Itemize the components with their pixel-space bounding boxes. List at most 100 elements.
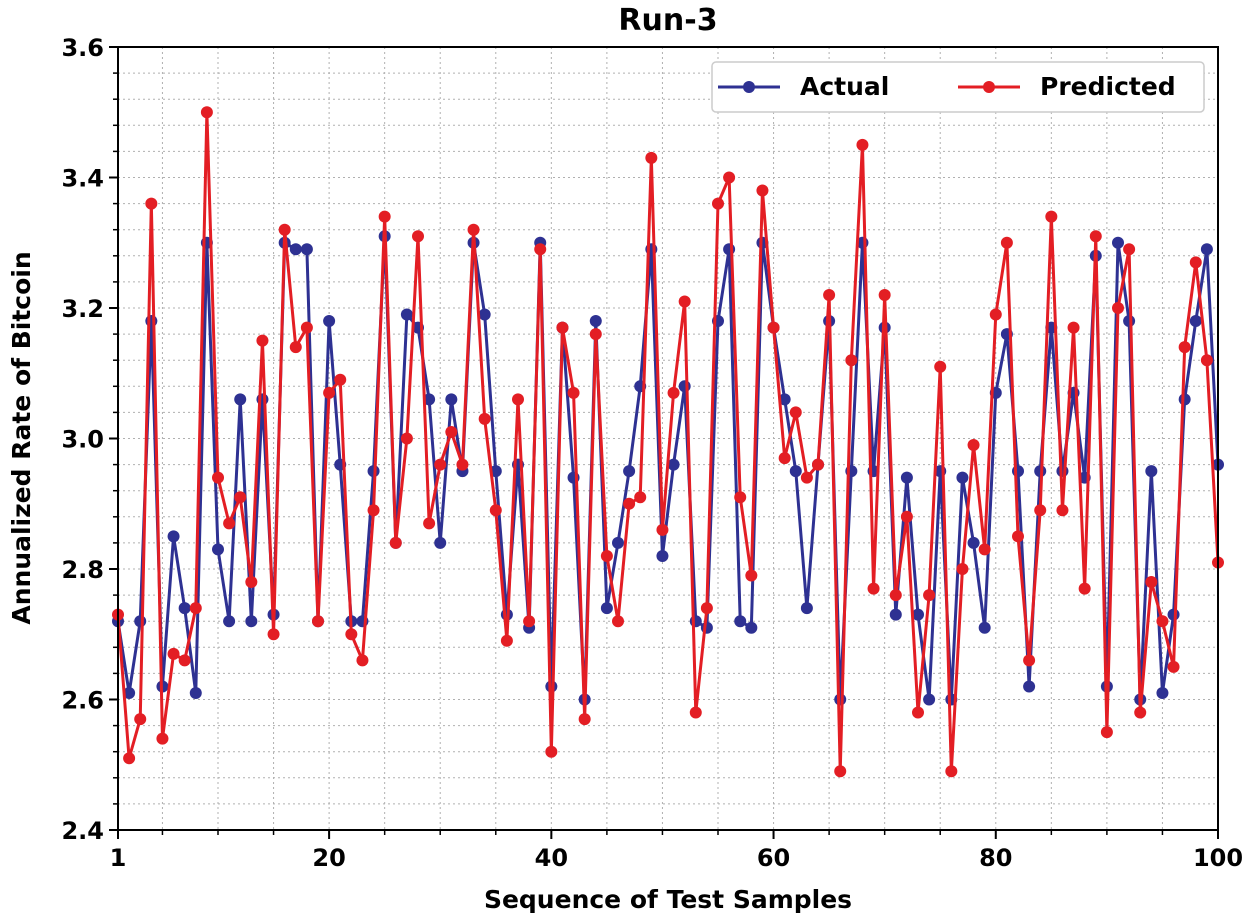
data-point-predicted	[167, 647, 180, 660]
data-point-predicted	[900, 510, 913, 523]
data-point-predicted	[556, 321, 569, 334]
data-point-actual	[1200, 243, 1213, 256]
data-point-predicted	[1023, 654, 1036, 667]
data-point-actual	[289, 243, 302, 256]
data-point-actual	[234, 393, 247, 406]
data-point-predicted	[812, 458, 824, 471]
data-point-predicted	[278, 223, 291, 236]
data-point-actual	[134, 615, 147, 628]
data-point-actual	[178, 602, 191, 615]
legend-actual-label: Actual	[800, 72, 889, 101]
data-point-predicted	[345, 628, 358, 641]
data-point-predicted	[312, 615, 324, 628]
data-point-predicted	[745, 569, 758, 582]
data-point-actual	[912, 608, 924, 621]
data-point-actual	[145, 315, 158, 328]
legend-predicted-label: Predicted	[1040, 72, 1176, 101]
data-point-predicted	[1034, 504, 1047, 517]
data-point-predicted	[878, 288, 891, 301]
data-point-actual	[1189, 315, 1202, 328]
data-point-predicted	[967, 439, 980, 452]
data-point-predicted	[1112, 302, 1124, 314]
y-tick-label: 2.6	[61, 687, 104, 715]
data-point-predicted	[200, 106, 213, 119]
data-point-actual	[834, 693, 847, 706]
data-point-predicted	[223, 517, 236, 530]
data-point-predicted	[989, 308, 1002, 321]
data-point-actual	[900, 471, 913, 484]
data-point-predicted	[1012, 530, 1024, 543]
data-point-actual	[956, 471, 969, 484]
data-point-predicted	[323, 386, 336, 399]
data-point-actual	[1112, 236, 1124, 249]
data-point-predicted	[1167, 660, 1180, 673]
data-point-predicted	[423, 517, 436, 530]
data-point-actual	[623, 465, 636, 478]
data-point-predicted	[1200, 354, 1213, 367]
data-point-actual	[223, 615, 236, 628]
data-point-actual	[589, 315, 602, 328]
data-point-actual	[967, 536, 980, 549]
data-point-predicted	[945, 765, 958, 778]
data-point-predicted	[456, 458, 469, 471]
data-point-predicted	[912, 706, 924, 719]
data-point-actual	[434, 536, 447, 549]
data-point-predicted	[712, 197, 724, 210]
plot-frame	[117, 46, 1219, 831]
data-point-actual	[245, 615, 258, 628]
data-point-actual	[667, 458, 680, 471]
data-point-actual	[400, 308, 413, 321]
data-point-actual	[656, 549, 669, 562]
data-point-predicted	[689, 706, 702, 719]
data-point-actual	[1178, 393, 1191, 406]
data-point-actual	[423, 393, 436, 406]
chart-title: Run-3	[618, 3, 717, 38]
data-point-actual	[1123, 315, 1136, 328]
data-point-predicted	[800, 471, 813, 484]
y-tick-label: 2.4	[61, 817, 104, 845]
data-point-actual	[1145, 465, 1158, 478]
data-point-actual	[689, 615, 702, 628]
data-point-predicted	[1056, 504, 1069, 517]
data-point-predicted	[867, 582, 880, 595]
x-tick-label: 1	[110, 844, 127, 872]
data-point-predicted	[334, 373, 347, 386]
x-tick-label: 60	[757, 844, 790, 872]
data-point-predicted	[389, 536, 402, 549]
data-point-predicted	[289, 341, 302, 354]
data-point-actual	[323, 315, 336, 328]
data-point-predicted	[512, 393, 524, 406]
data-point-predicted	[434, 458, 447, 471]
data-point-predicted	[645, 151, 658, 164]
data-point-predicted	[1089, 230, 1102, 243]
data-point-predicted	[123, 752, 136, 765]
data-point-predicted	[778, 452, 791, 465]
data-point-actual	[445, 393, 458, 406]
data-point-predicted	[1156, 615, 1169, 628]
x-tick-label: 40	[535, 844, 568, 872]
data-point-predicted	[756, 184, 769, 197]
data-point-predicted	[189, 602, 202, 615]
y-tick-label: 3.0	[61, 426, 104, 454]
data-point-actual	[478, 308, 491, 321]
data-point-actual	[978, 621, 991, 634]
data-point-predicted	[134, 713, 147, 726]
data-point-predicted	[678, 295, 691, 308]
data-point-actual	[1167, 608, 1180, 621]
data-point-predicted	[612, 615, 624, 628]
data-point-predicted	[523, 615, 536, 628]
data-point-actual	[723, 243, 736, 256]
data-point-predicted	[400, 432, 413, 445]
data-point-predicted	[889, 589, 902, 602]
data-point-predicted	[589, 328, 602, 341]
data-point-predicted	[834, 765, 847, 778]
data-point-actual	[1156, 686, 1169, 699]
data-point-predicted	[267, 628, 280, 641]
series-predicted	[112, 106, 1224, 778]
data-point-predicted	[145, 197, 158, 210]
data-point-predicted	[256, 334, 269, 347]
data-point-actual	[1012, 465, 1024, 478]
data-point-predicted	[1045, 210, 1058, 223]
data-point-predicted	[1134, 706, 1147, 719]
data-point-actual	[123, 686, 136, 699]
